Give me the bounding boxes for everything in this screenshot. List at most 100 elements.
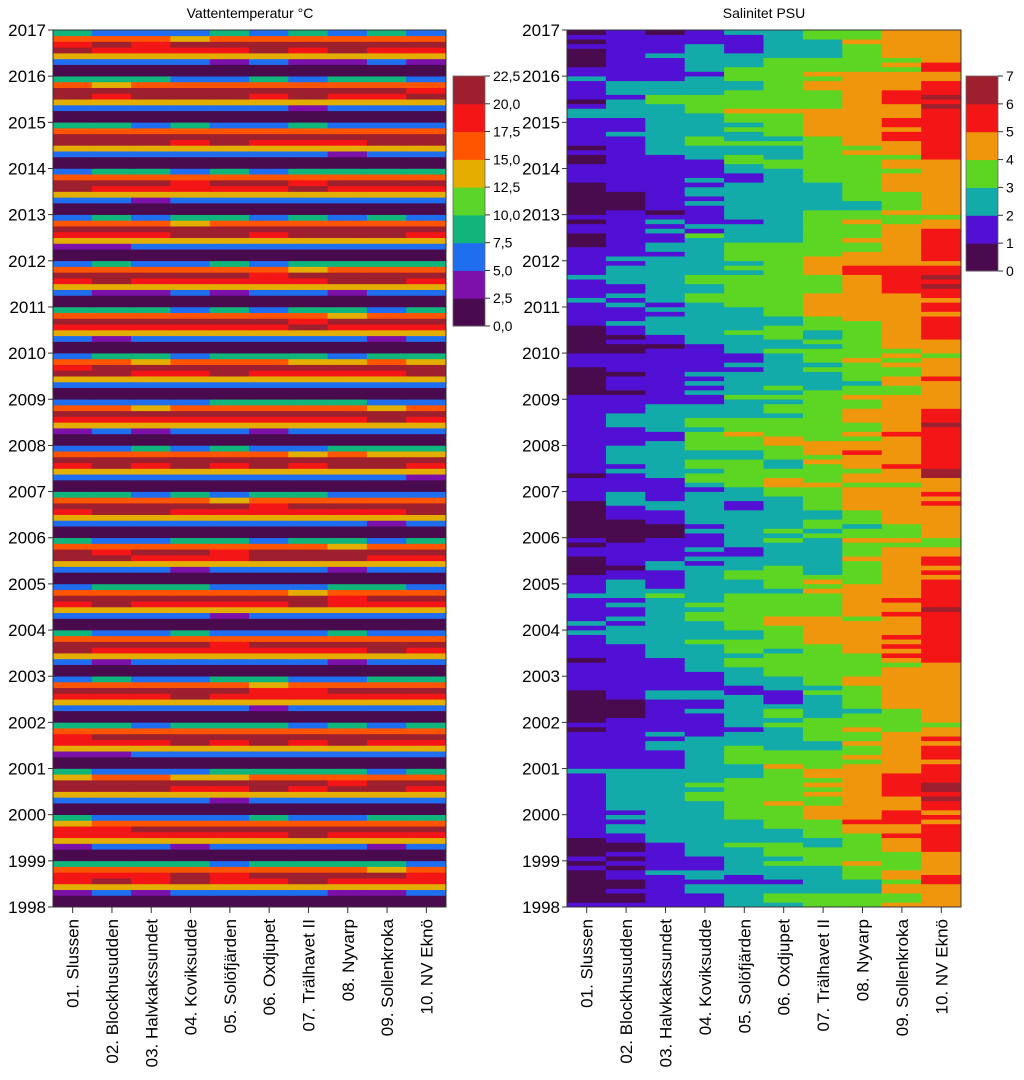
heatmap-cell: [209, 93, 250, 100]
heatmap-cell: [645, 458, 686, 465]
heatmap-cell: [881, 500, 923, 506]
heatmap-cell: [802, 482, 844, 488]
heatmap-cell: [842, 819, 883, 825]
heatmap-cell: [842, 80, 883, 86]
heatmap-cell: [170, 433, 211, 440]
heatmap-cell: [684, 597, 726, 603]
heatmap-cell: [763, 860, 804, 866]
heatmap-cell: [724, 837, 765, 843]
heatmap-cell: [921, 509, 961, 515]
heatmap-cell: [842, 306, 883, 312]
heatmap-cell: [605, 680, 647, 686]
heatmap-cell: [406, 202, 446, 210]
heatmap-cell: [170, 462, 211, 469]
heatmap-cell: [684, 745, 726, 751]
heatmap-cell: [366, 739, 408, 746]
heatmap-cell: [366, 150, 408, 158]
heatmap-cell: [605, 819, 647, 825]
heatmap-cell: [406, 75, 446, 83]
heatmap-cell: [53, 58, 93, 65]
heatmap-cell: [288, 220, 329, 227]
heatmap-cell: [802, 260, 844, 266]
heatmap-cell: [763, 375, 804, 382]
heatmap-cell: [645, 666, 686, 672]
heatmap-cell: [209, 456, 250, 464]
heatmap-cell: [842, 278, 883, 285]
heatmap-cell: [288, 381, 329, 389]
colorbar-tick-label: 6: [1006, 96, 1014, 112]
heatmap-cell: [921, 80, 961, 86]
heatmap-cell: [170, 173, 211, 181]
heatmap-cell: [91, 295, 133, 302]
heatmap-cell: [842, 592, 883, 599]
heatmap-cell: [131, 687, 172, 694]
heatmap-cell: [763, 255, 804, 262]
heatmap-cell: [366, 762, 408, 769]
heatmap-cell: [91, 70, 133, 77]
heatmap-cell: [645, 869, 686, 875]
heatmap-cell: [327, 814, 368, 821]
heatmap-cell: [53, 687, 93, 694]
heatmap-cell: [881, 348, 923, 354]
heatmap-cell: [327, 41, 368, 48]
heatmap-cell: [763, 643, 804, 649]
heatmap-cell: [406, 52, 446, 60]
heatmap-cell: [209, 664, 250, 671]
heatmap-cell: [842, 251, 883, 257]
heatmap-cell: [288, 704, 329, 712]
heatmap-cell: [170, 260, 211, 267]
heatmap-cell: [288, 825, 329, 833]
heatmap-cell: [881, 246, 923, 252]
heatmap-cell: [209, 150, 250, 158]
heatmap-cell: [802, 278, 844, 285]
heatmap-cell: [53, 750, 93, 758]
heatmap-cell: [802, 786, 844, 792]
heatmap-cell: [684, 186, 726, 192]
heatmap-cell: [724, 565, 765, 571]
heatmap-cell: [763, 126, 804, 132]
heatmap-cell: [327, 577, 368, 585]
heatmap-cell: [209, 318, 250, 325]
heatmap-cell: [881, 828, 923, 834]
heatmap-cell: [131, 641, 172, 648]
heatmap-cell: [684, 112, 726, 118]
heatmap-cell: [802, 89, 844, 95]
heatmap-cell: [881, 200, 923, 206]
heatmap-cell: [763, 352, 804, 359]
heatmap-cell: [53, 560, 93, 567]
heatmap-cell: [684, 500, 726, 506]
heatmap-cell: [288, 889, 329, 896]
heatmap-cell: [842, 542, 883, 548]
heatmap-cell: [842, 629, 883, 635]
heatmap-cell: [921, 860, 961, 866]
heatmap-cell: [802, 306, 844, 312]
heatmap-cell: [91, 139, 133, 146]
heatmap-cell: [802, 869, 844, 875]
heatmap-cell: [131, 283, 172, 290]
heatmap-cell: [209, 583, 250, 590]
heatmap-cell: [170, 820, 211, 827]
heatmap-cell: [842, 505, 883, 511]
heatmap-cell: [131, 808, 172, 815]
heatmap-cell: [802, 145, 844, 151]
heatmap-cell: [366, 312, 408, 319]
heatmap-cell: [881, 182, 923, 188]
heatmap-cell: [91, 341, 133, 348]
heatmap-cell: [567, 482, 607, 488]
heatmap-cell: [645, 629, 686, 635]
heatmap-cell: [53, 716, 93, 723]
heatmap-cell: [802, 842, 844, 848]
heatmap-cell: [53, 393, 93, 400]
heatmap-cell: [567, 814, 607, 820]
heatmap-cell: [327, 168, 368, 175]
heatmap-cell: [91, 47, 133, 54]
heatmap-cell: [881, 509, 923, 515]
heatmap-cell: [605, 426, 647, 432]
heatmap-cell: [91, 797, 133, 804]
heatmap-cell: [802, 297, 844, 303]
heatmap-cell: [170, 422, 211, 429]
heatmap-cell: [170, 191, 211, 198]
heatmap-cell: [842, 869, 883, 875]
heatmap-cell: [763, 103, 804, 109]
heatmap-cell: [53, 831, 93, 839]
